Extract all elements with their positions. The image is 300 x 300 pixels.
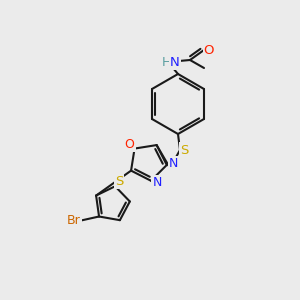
Text: H: H xyxy=(161,56,171,68)
Text: N: N xyxy=(169,158,178,170)
Text: N: N xyxy=(170,56,180,68)
Text: Br: Br xyxy=(67,214,81,227)
Text: O: O xyxy=(204,44,214,56)
Text: S: S xyxy=(180,143,188,157)
Text: N: N xyxy=(152,176,162,189)
Text: O: O xyxy=(124,138,134,151)
Text: S: S xyxy=(115,175,123,188)
